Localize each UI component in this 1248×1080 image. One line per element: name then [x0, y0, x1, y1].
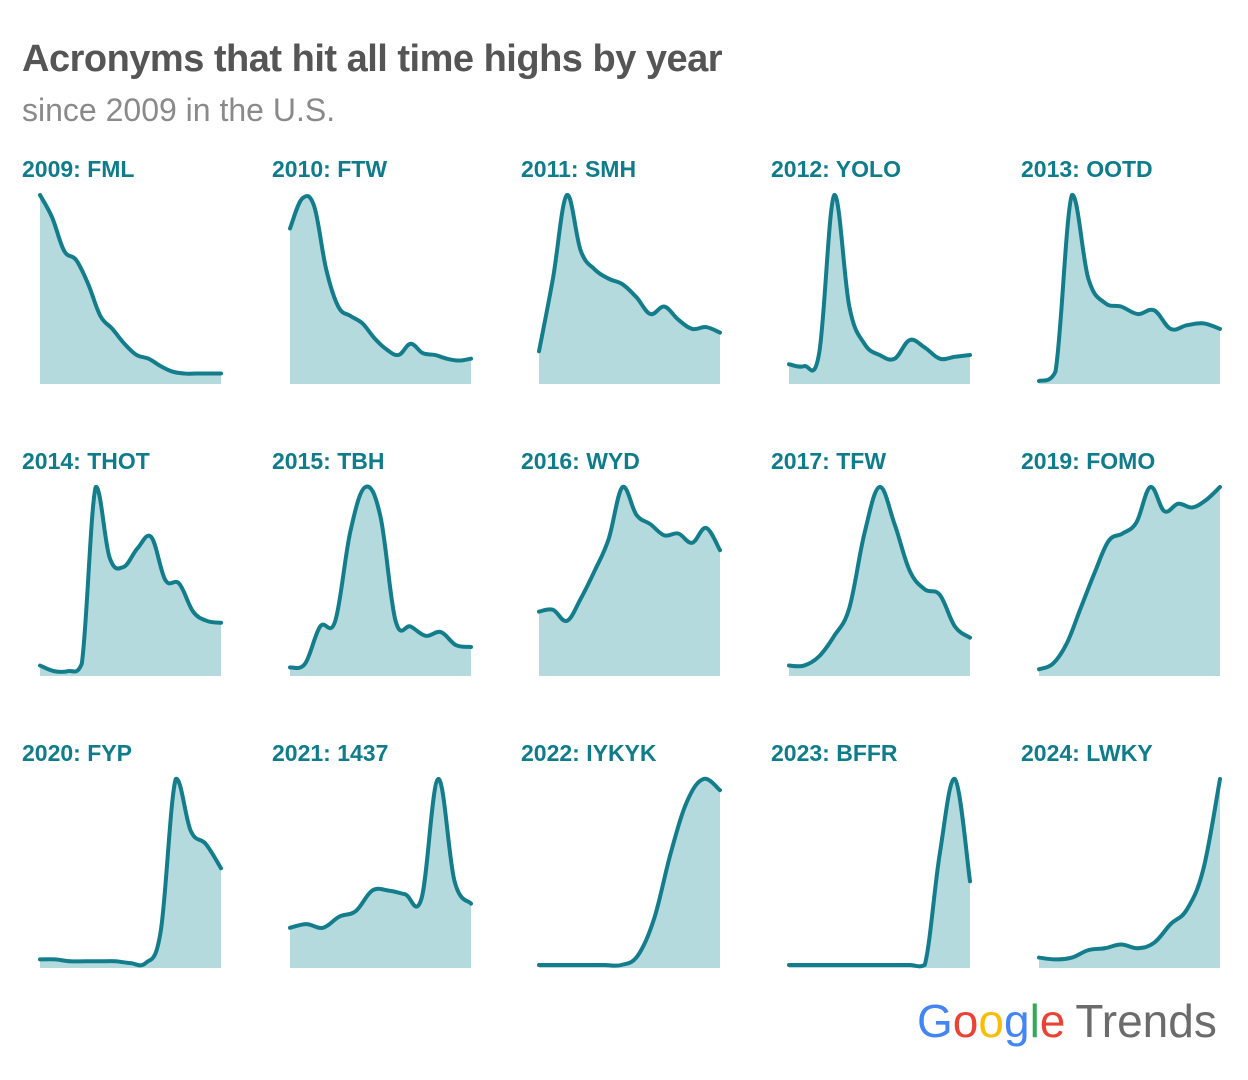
series-line — [288, 776, 473, 931]
series-line — [38, 193, 223, 376]
series-line — [787, 485, 972, 669]
area-fill — [40, 778, 221, 968]
chart-title: Acronyms that hit all time highs by year — [22, 38, 723, 80]
chart-panel-title: 2016: WYD — [521, 448, 640, 474]
google-trends-logo: Google Trends — [917, 995, 1217, 1047]
series-line — [38, 776, 223, 968]
area-fill — [1039, 486, 1220, 676]
chart-panel: 2012: YOLO — [771, 156, 1001, 416]
series-line — [288, 484, 473, 671]
area-fill — [40, 486, 221, 676]
chart-panel-title: 2011: SMH — [521, 156, 637, 182]
series-line — [38, 484, 223, 675]
area-fill — [539, 778, 720, 968]
series-line — [537, 192, 722, 354]
sparkline-area-chart — [787, 776, 972, 969]
series-line — [1037, 777, 1222, 962]
chart-panel: 2021: 1437 — [272, 740, 502, 1000]
sparkline-area-chart — [1037, 485, 1222, 676]
series-line — [1037, 485, 1222, 672]
chart-panel: 2023: BFFR — [771, 740, 1001, 1000]
series-line — [1037, 192, 1222, 383]
sparkline-area-chart — [537, 776, 722, 968]
area-fill — [789, 486, 970, 676]
chart-panel: 2019: FOMO — [1021, 448, 1248, 708]
area-fill — [1039, 779, 1220, 968]
chart-panel: 2011: SMH — [521, 156, 751, 416]
chart-panel-title: 2010: FTW — [272, 156, 388, 182]
chart-panel: 2022: IYKYK — [521, 740, 751, 1000]
series-line — [787, 192, 972, 373]
sparkline-area-chart — [537, 192, 722, 384]
chart-panel-title: 2019: FOMO — [1021, 448, 1156, 474]
sparkline-area-chart — [38, 193, 223, 384]
series-line — [537, 484, 722, 624]
sparkline-area-chart — [1037, 192, 1222, 384]
sparkline-area-chart — [1037, 777, 1222, 968]
series-line — [537, 776, 722, 968]
area-fill — [40, 195, 221, 384]
sparkline-area-chart — [38, 484, 223, 676]
sparkline-area-chart — [288, 776, 473, 968]
sparkline-area-chart — [537, 484, 722, 676]
chart-panel: 2015: TBH — [272, 448, 502, 708]
chart-panel: 2024: LWKY — [1021, 740, 1248, 1000]
chart-subtitle: since 2009 in the U.S. — [22, 92, 336, 128]
chart-panel-title: 2014: THOT — [22, 448, 150, 474]
chart-panel: 2010: FTW — [272, 156, 502, 416]
chart-panel: 2017: TFW — [771, 448, 1001, 708]
logo-product-label: Trends — [1075, 995, 1217, 1047]
sparkline-area-chart — [288, 484, 473, 676]
chart-panel-title: 2023: BFFR — [771, 740, 898, 766]
chart-panel-title: 2020: FYP — [22, 740, 132, 766]
series-line — [787, 776, 972, 969]
chart-panel-title: 2021: 1437 — [272, 740, 389, 766]
area-fill — [539, 194, 720, 384]
series-line — [288, 193, 473, 363]
area-fill — [1039, 194, 1220, 384]
chart-panel: 2016: WYD — [521, 448, 751, 708]
area-fill — [290, 195, 471, 384]
sparkline-area-chart — [288, 193, 473, 384]
chart-panel-title: 2009: FML — [22, 156, 135, 182]
chart-panel: 2009: FML — [22, 156, 252, 416]
area-fill — [789, 194, 970, 384]
area-fill — [290, 486, 471, 676]
area-fill — [789, 778, 970, 968]
chart-panel-title: 2017: TFW — [771, 448, 887, 474]
sparkline-area-chart — [787, 485, 972, 676]
area-fill — [539, 486, 720, 676]
chart-panel: 2020: FYP — [22, 740, 252, 1000]
sparkline-area-chart — [38, 776, 223, 968]
chart-panel-title: 2015: TBH — [272, 448, 385, 474]
chart-panel-title: 2012: YOLO — [771, 156, 901, 182]
chart-panel: 2013: OOTD — [1021, 156, 1248, 416]
chart-panel-title: 2024: LWKY — [1021, 740, 1153, 766]
chart-panel-title: 2013: OOTD — [1021, 156, 1153, 182]
sparkline-area-chart — [787, 192, 972, 384]
chart-panel-title: 2022: IYKYK — [521, 740, 657, 766]
chart-panel: 2014: THOT — [22, 448, 252, 708]
